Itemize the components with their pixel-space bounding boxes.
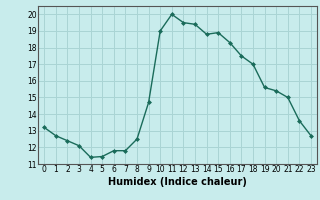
X-axis label: Humidex (Indice chaleur): Humidex (Indice chaleur) — [108, 177, 247, 187]
